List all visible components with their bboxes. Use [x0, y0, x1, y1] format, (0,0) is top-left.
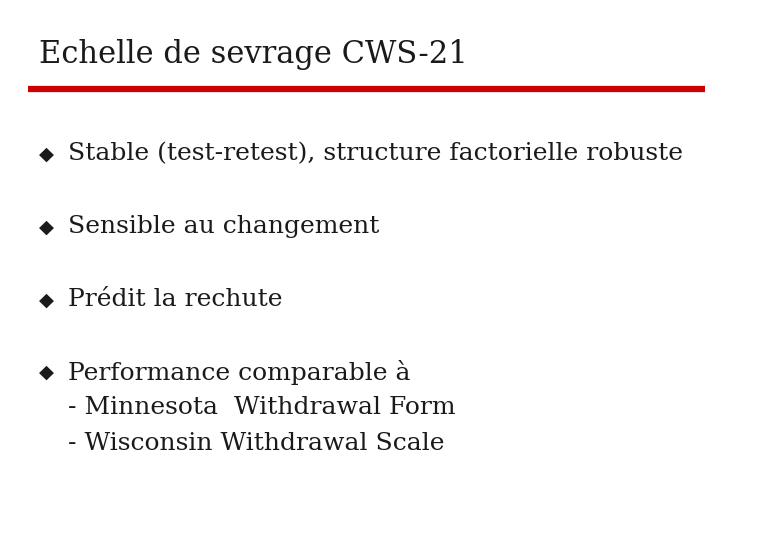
Text: Echelle de sevrage CWS-21: Echelle de sevrage CWS-21 — [39, 38, 468, 70]
Text: ◆: ◆ — [39, 217, 54, 237]
Text: ◆: ◆ — [39, 144, 54, 164]
Text: ◆: ◆ — [39, 363, 54, 382]
Text: - Minnesota  Withdrawal Form: - Minnesota Withdrawal Form — [68, 396, 456, 419]
Text: - Wisconsin Withdrawal Scale: - Wisconsin Withdrawal Scale — [68, 433, 444, 455]
Text: ◆: ◆ — [39, 290, 54, 309]
Text: Sensible au changement: Sensible au changement — [68, 215, 379, 238]
Text: Stable (test-retest), structure factorielle robuste: Stable (test-retest), structure factorie… — [68, 143, 682, 165]
Text: Performance comparable à: Performance comparable à — [68, 360, 410, 385]
Text: Prédit la rechute: Prédit la rechute — [68, 288, 282, 311]
